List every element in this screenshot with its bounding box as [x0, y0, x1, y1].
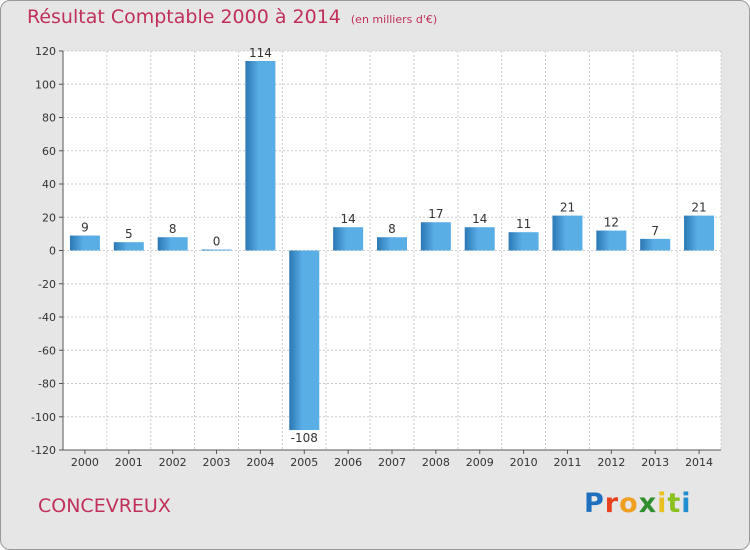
data-label: 21: [560, 201, 575, 215]
data-label: 14: [472, 212, 487, 226]
y-tick-label: -80: [38, 378, 56, 391]
logo-letter: x: [638, 488, 658, 519]
bar: [69, 235, 100, 251]
x-tick-label: 2011: [553, 456, 581, 469]
logo-letter: r: [604, 488, 620, 519]
y-tick-label: 40: [42, 178, 56, 191]
x-tick-label: 2003: [203, 456, 231, 469]
x-tick-label: 2009: [466, 456, 494, 469]
x-tick-label: 2012: [597, 456, 625, 469]
y-tick-label: -120: [31, 444, 56, 457]
y-tick-label: -100: [31, 411, 56, 424]
bar: [157, 237, 188, 251]
y-tick-label: 0: [49, 245, 56, 258]
logo-letter: t: [667, 488, 682, 519]
bar: [464, 227, 495, 251]
data-label: 21: [691, 201, 706, 215]
bar: [113, 242, 144, 251]
x-tick-label: 2000: [71, 456, 99, 469]
bar: [508, 232, 539, 251]
data-labels: 9 5 8 0 114 -108 14 8 17 14 11 21 12 7 21: [81, 46, 707, 445]
x-tick-label: 2014: [685, 456, 713, 469]
bar: [684, 215, 715, 251]
data-label: 17: [428, 207, 443, 221]
data-label: 114: [249, 46, 272, 60]
x-tick-label: 2013: [641, 456, 669, 469]
chart-title-text: Résultat Comptable 2000 à 2014: [27, 6, 341, 28]
y-tick-label: -60: [38, 344, 56, 357]
x-tick-label: 2008: [422, 456, 450, 469]
bar: [245, 60, 276, 251]
y-tick-label: -40: [38, 311, 56, 324]
y-tick-label: 80: [42, 112, 56, 125]
bar: [420, 222, 451, 251]
bar: [333, 227, 364, 251]
data-label: 0: [213, 235, 221, 249]
data-label: 9: [81, 221, 89, 235]
data-label: 11: [516, 217, 531, 231]
data-label: 5: [125, 227, 133, 241]
data-label: 8: [169, 222, 177, 236]
x-tick-label: 2006: [334, 456, 362, 469]
x-tick-label: 2001: [115, 456, 143, 469]
chart-title: Résultat Comptable 2000 à 2014 (en millie…: [27, 6, 437, 28]
logo-letter: i: [681, 488, 692, 519]
x-tick-label: 2005: [290, 456, 318, 469]
chart-unit: (en milliers d'€): [350, 13, 438, 26]
bars: [69, 60, 715, 431]
bar: [552, 215, 583, 251]
logo-letter: P: [584, 488, 605, 519]
y-tick-label: -20: [38, 278, 56, 291]
bar: [596, 230, 627, 251]
x-tick-label: 2010: [510, 456, 538, 469]
y-tick-label: 60: [42, 145, 56, 158]
data-label: 8: [388, 222, 396, 236]
logo-letter: o: [619, 488, 639, 519]
bar: [289, 250, 320, 431]
y-tick-label: 100: [35, 78, 56, 91]
bar: [640, 238, 671, 251]
x-tick-label: 2004: [246, 456, 274, 469]
bar: [201, 249, 232, 251]
x-tick-label: 2002: [159, 456, 187, 469]
commune-name: CONCEVREUX: [38, 495, 171, 517]
data-label: 12: [604, 216, 619, 230]
logo-letter: i: [657, 488, 668, 519]
x-tick-label: 2007: [378, 456, 406, 469]
y-tick-label: 120: [35, 45, 56, 58]
data-label: 7: [651, 224, 659, 238]
proxiti-logo[interactable]: Proxiti: [584, 488, 692, 519]
data-label: -108: [291, 431, 318, 445]
bar: [377, 237, 407, 251]
y-tick-label: 20: [42, 211, 56, 224]
data-label: 14: [340, 212, 355, 226]
